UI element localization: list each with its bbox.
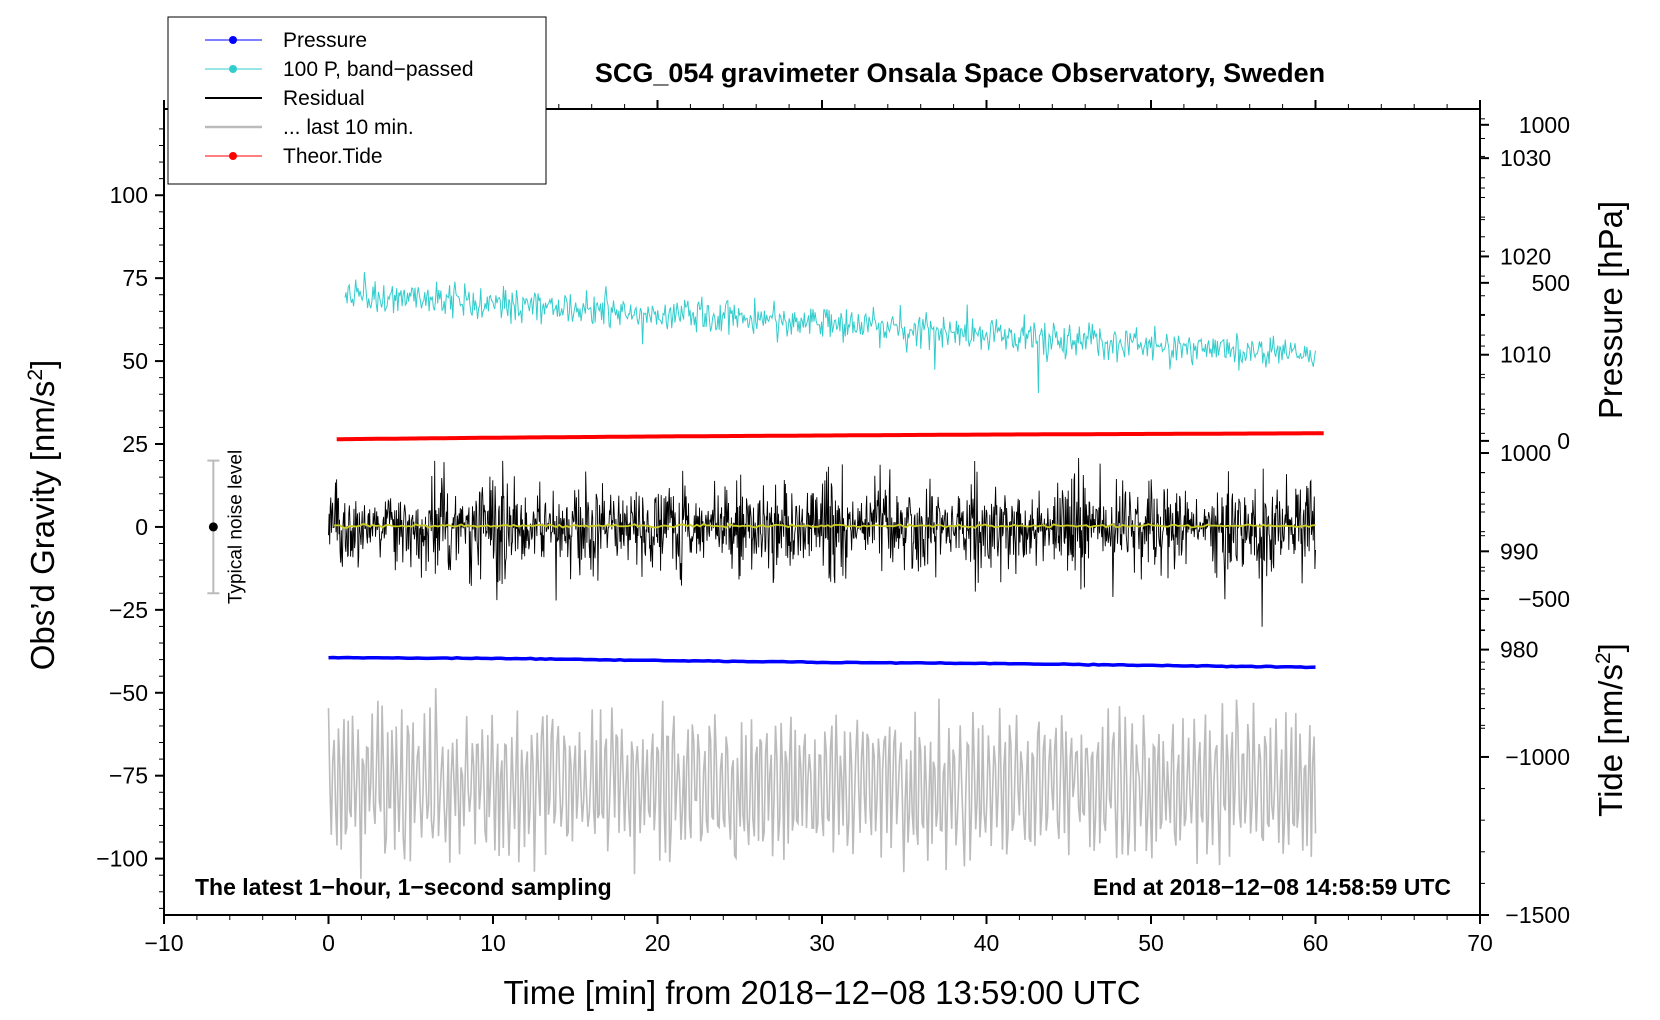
legend-swatch-dot [229, 152, 237, 160]
legend-swatch-dot [229, 65, 237, 73]
y-pressure-tick-label: 1000 [1500, 440, 1551, 466]
y-pressure-tick-label: 1020 [1500, 243, 1551, 269]
series-pressure [328, 655, 1316, 670]
y-axis-left-title-end: ] [24, 360, 61, 369]
x-tick-label: 10 [480, 930, 506, 956]
y-axis-left-title: Obs’d Gravity [nm/s2] [24, 360, 61, 671]
x-tick-label: 40 [974, 930, 1000, 956]
y-pressure-tick-label: 1030 [1500, 145, 1551, 171]
y-left-tick-label: 25 [122, 431, 148, 457]
series-residual [328, 457, 1316, 627]
noise-level-label: Typical noise level [225, 450, 246, 604]
y-left-tick-label: 50 [122, 348, 148, 374]
x-tick-label: 0 [322, 930, 335, 956]
y-tide-tick-label: 1000 [1519, 112, 1570, 138]
y-pressure-tick-label: 980 [1500, 637, 1538, 663]
legend-item: Theor.Tide [205, 145, 383, 168]
y-pressure-tick-label: 990 [1500, 538, 1538, 564]
x-tick-label: 30 [809, 930, 835, 956]
y-tide-tick-label: −1000 [1505, 744, 1570, 770]
y-axis-tide-title-end: ] [1592, 643, 1629, 652]
x-tick-label: 60 [1303, 930, 1329, 956]
y-pressure-tick-label: 1010 [1500, 342, 1551, 368]
annotation-latest-hour: The latest 1−hour, 1−second sampling [195, 874, 612, 900]
legend-label: Pressure [283, 29, 367, 52]
tick-layer [155, 100, 1489, 924]
legend-item: Residual [205, 87, 365, 110]
y-axis-left-title-main: Obs’d Gravity [nm/s [24, 381, 61, 671]
y-axis-left-title-sup: 2 [24, 369, 47, 381]
y-left-tick-label: 100 [110, 182, 148, 208]
y-tide-tick-label: 0 [1557, 428, 1570, 454]
chart-title: SCG_054 gravimeter Onsala Space Observat… [595, 58, 1325, 88]
y-left-tick-label: 75 [122, 265, 148, 291]
legend-items: Pressure 100 P, band−passed Residual ... la… [205, 29, 474, 168]
legend-swatch-dot [229, 36, 237, 44]
y-left-tick-label: −75 [109, 763, 148, 789]
series-smoothed-residual [333, 522, 1316, 529]
x-tick-label: −10 [144, 930, 183, 956]
legend-item: 100 P, band−passed [205, 58, 474, 81]
legend-item: Pressure [205, 29, 367, 52]
noise-bar-center-dot [208, 522, 218, 532]
x-tick-label: 70 [1467, 930, 1493, 956]
y-axis-tide-title: Tide [nm/s2] [1592, 643, 1629, 817]
y-tide-tick-label: −500 [1518, 586, 1570, 612]
tick-label-layer: −10 0 10 20 30 40 50 60 701007550250−25−50−75−10… [96, 112, 1570, 956]
y-left-tick-label: −50 [109, 680, 148, 706]
x-tick-label: 20 [645, 930, 671, 956]
y-axis-tide-title-main: Tide [nm/s [1592, 664, 1629, 817]
legend-item: ... last 10 min. [205, 116, 414, 139]
legend-label: 100 P, band−passed [283, 58, 474, 81]
y-left-tick-label: −25 [109, 597, 148, 623]
x-axis-title: Time [min] from 2018−12−08 13:59:00 UTC [503, 974, 1140, 1011]
legend-label: ... last 10 min. [283, 116, 414, 139]
noise-level-indicator: Typical noise level [207, 450, 246, 604]
legend-label: Theor.Tide [283, 145, 383, 168]
y-left-tick-label: −100 [96, 846, 148, 872]
legend: Pressure 100 P, band−passed Residual ... la… [167, 16, 547, 185]
annotation-end-time: End at 2018−12−08 14:58:59 UTC [1093, 874, 1451, 900]
x-tick-label: 50 [1138, 930, 1164, 956]
series-last-10-min [327, 688, 1317, 879]
legend-label: Residual [283, 87, 365, 110]
y-axis-pressure-title: Pressure [hPa] [1592, 201, 1629, 419]
data-series-layer [327, 272, 1324, 879]
y-tide-tick-label: 500 [1532, 270, 1570, 296]
y-left-tick-label: 0 [135, 514, 148, 540]
series-band-passed-pressure [344, 272, 1316, 394]
y-tide-tick-label: −1500 [1505, 902, 1570, 928]
series-theoretical-tide [336, 431, 1324, 442]
y-axis-tide-title-sup: 2 [1592, 652, 1615, 664]
